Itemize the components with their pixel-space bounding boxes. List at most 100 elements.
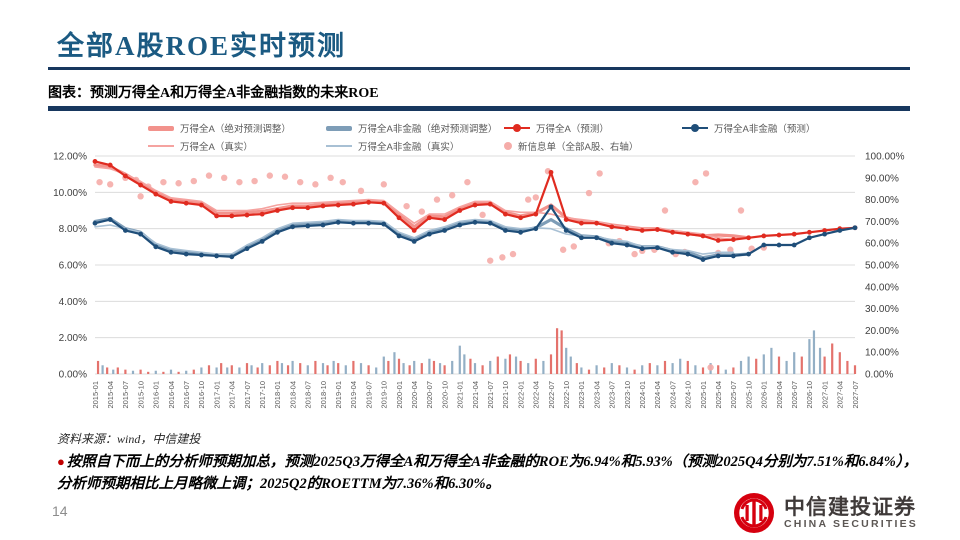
legend-swatch-icon	[148, 144, 174, 148]
svg-text:2018-04: 2018-04	[288, 381, 297, 409]
svg-text:2027-07: 2027-07	[851, 381, 860, 409]
page-title: 全部A股ROE实时预测	[57, 31, 347, 61]
new-info-scatter	[96, 168, 767, 371]
page-number: 14	[52, 503, 68, 519]
svg-text:2017-07: 2017-07	[243, 381, 252, 409]
svg-text:2025-04: 2025-04	[714, 381, 723, 409]
legend-swatch-icon	[148, 125, 174, 131]
legend-item: 万得全A（真实）	[148, 139, 253, 153]
svg-text:50.00%: 50.00%	[865, 261, 899, 272]
svg-text:2022-04: 2022-04	[532, 381, 541, 409]
svg-text:2027-01: 2027-01	[820, 381, 829, 409]
svg-text:2022-01: 2022-01	[516, 381, 525, 409]
svg-text:2019-10: 2019-10	[380, 381, 389, 409]
svg-text:10.00%: 10.00%	[865, 348, 899, 359]
series-5	[92, 204, 858, 262]
x-axis-labels: 2015-01 2015-04 2015-07 2015-10 2016-01 2016-…	[91, 381, 860, 409]
roe-chart-region: 万得全A（绝对预测调整） 万得全A非金融（绝对预测调整） 万得全A（预测） 万得全A非…	[48, 112, 910, 428]
svg-text:2024-10: 2024-10	[684, 381, 693, 409]
svg-text:2021-10: 2021-10	[501, 381, 510, 409]
svg-text:2026-04: 2026-04	[775, 381, 784, 409]
legend-swatch-icon	[504, 124, 530, 132]
svg-text:90.00%: 90.00%	[865, 173, 899, 184]
svg-text:100.00%: 100.00%	[865, 152, 905, 163]
svg-text:2015-10: 2015-10	[136, 381, 145, 409]
roe-chart: 12.00%10.00%8.00%6.00%4.00%2.00%0.00%100…	[53, 152, 905, 409]
svg-text:2020-07: 2020-07	[425, 381, 434, 409]
chart-legend: 万得全A（绝对预测调整） 万得全A非金融（绝对预测调整） 万得全A（预测） 万得全A非…	[48, 112, 910, 153]
svg-text:2020-10: 2020-10	[440, 381, 449, 409]
svg-text:2017-10: 2017-10	[258, 381, 267, 409]
svg-text:2016-10: 2016-10	[197, 381, 206, 409]
svg-text:2016-04: 2016-04	[167, 381, 176, 409]
svg-text:2027-04: 2027-04	[836, 381, 845, 409]
legend-swatch-icon	[326, 125, 352, 131]
legend-item: 万得全A非金融（预测）	[682, 121, 815, 135]
legend-swatch-icon	[326, 144, 352, 148]
bullet-icon: ●	[57, 454, 65, 469]
logo-name-en: CHINA SECURITIES	[784, 517, 918, 530]
legend-label: 万得全A（预测）	[536, 124, 609, 135]
company-logo: 中信建投证券 CHINA SECURITIES	[733, 492, 918, 534]
svg-text:2017-01: 2017-01	[212, 381, 221, 409]
legend-swatch-icon	[682, 124, 708, 132]
svg-text:20.00%: 20.00%	[865, 326, 899, 337]
svg-text:2021-04: 2021-04	[471, 381, 480, 409]
figure-caption: 图表：预测万得全A和万得全A非金融指数的未来ROE	[48, 86, 379, 101]
legend-label: 万得全A非金融（预测）	[714, 124, 816, 135]
svg-text:2022-10: 2022-10	[562, 381, 571, 409]
svg-text:2024-04: 2024-04	[653, 381, 662, 409]
svg-text:60.00%: 60.00%	[865, 239, 899, 250]
svg-text:2022-07: 2022-07	[547, 381, 556, 409]
svg-text:2023-01: 2023-01	[577, 381, 586, 409]
svg-text:2026-07: 2026-07	[790, 381, 799, 409]
svg-text:8.00%: 8.00%	[59, 224, 87, 235]
svg-text:2021-01: 2021-01	[456, 381, 465, 409]
legend-item: 万得全A（预测）	[504, 121, 609, 135]
legend-item: 万得全A（绝对预测调整）	[148, 121, 291, 135]
svg-text:2017-04: 2017-04	[228, 381, 237, 409]
svg-text:2015-07: 2015-07	[121, 381, 130, 409]
legend-label: 万得全A（真实）	[180, 142, 253, 153]
svg-text:2023-04: 2023-04	[592, 381, 601, 409]
svg-text:2020-01: 2020-01	[395, 381, 404, 409]
svg-text:0.00%: 0.00%	[865, 370, 893, 381]
svg-text:2018-01: 2018-01	[273, 381, 282, 409]
summary-text: 按照自下而上的分析师预期加总，预测2025Q3万得全A和万得全A非金融的ROE为…	[57, 454, 918, 492]
legend-swatch-icon	[504, 142, 512, 150]
title-divider	[48, 67, 910, 70]
svg-text:2023-07: 2023-07	[608, 381, 617, 409]
source-note: 资料来源：wind，中信建投	[57, 432, 201, 446]
left-axis-labels: 12.00% 10.00% 8.00% 6.00% 4.00% 2.00% 0.00%	[53, 152, 87, 381]
legend-label: 新信息单（全部A股、右轴）	[518, 142, 639, 153]
svg-text:40.00%: 40.00%	[865, 282, 899, 293]
svg-text:2026-01: 2026-01	[760, 381, 769, 409]
svg-text:2015-04: 2015-04	[106, 381, 115, 409]
svg-text:2018-07: 2018-07	[304, 381, 313, 409]
svg-text:12.00%: 12.00%	[53, 152, 87, 163]
svg-text:2024-07: 2024-07	[668, 381, 677, 409]
svg-text:2019-07: 2019-07	[364, 381, 373, 409]
svg-text:2016-01: 2016-01	[152, 381, 161, 409]
figure-divider	[48, 106, 910, 111]
svg-text:2025-10: 2025-10	[744, 381, 753, 409]
right-axis-labels: 100.00% 90.00% 80.00% 70.00% 60.00% 50.00% 40.…	[865, 152, 905, 381]
legend-label: 万得全A（绝对预测调整）	[180, 124, 291, 135]
series-3	[94, 218, 735, 255]
svg-text:2023-10: 2023-10	[623, 381, 632, 409]
svg-text:0.00%: 0.00%	[59, 370, 87, 381]
series-0	[93, 163, 751, 240]
legend-label: 万得全A非金融（真实）	[358, 142, 460, 153]
svg-text:70.00%: 70.00%	[865, 217, 899, 228]
svg-text:2019-04: 2019-04	[349, 381, 358, 409]
legend-item: 万得全A非金融（绝对预测调整）	[326, 121, 497, 135]
svg-text:2016-07: 2016-07	[182, 381, 191, 409]
legend-item: 新信息单（全部A股、右轴）	[504, 139, 638, 153]
svg-text:2025-07: 2025-07	[729, 381, 738, 409]
svg-text:2021-07: 2021-07	[486, 381, 495, 409]
svg-text:10.00%: 10.00%	[53, 188, 87, 199]
gridlines	[95, 155, 855, 375]
svg-text:2015-01: 2015-01	[91, 381, 100, 409]
svg-text:2026-10: 2026-10	[805, 381, 814, 409]
